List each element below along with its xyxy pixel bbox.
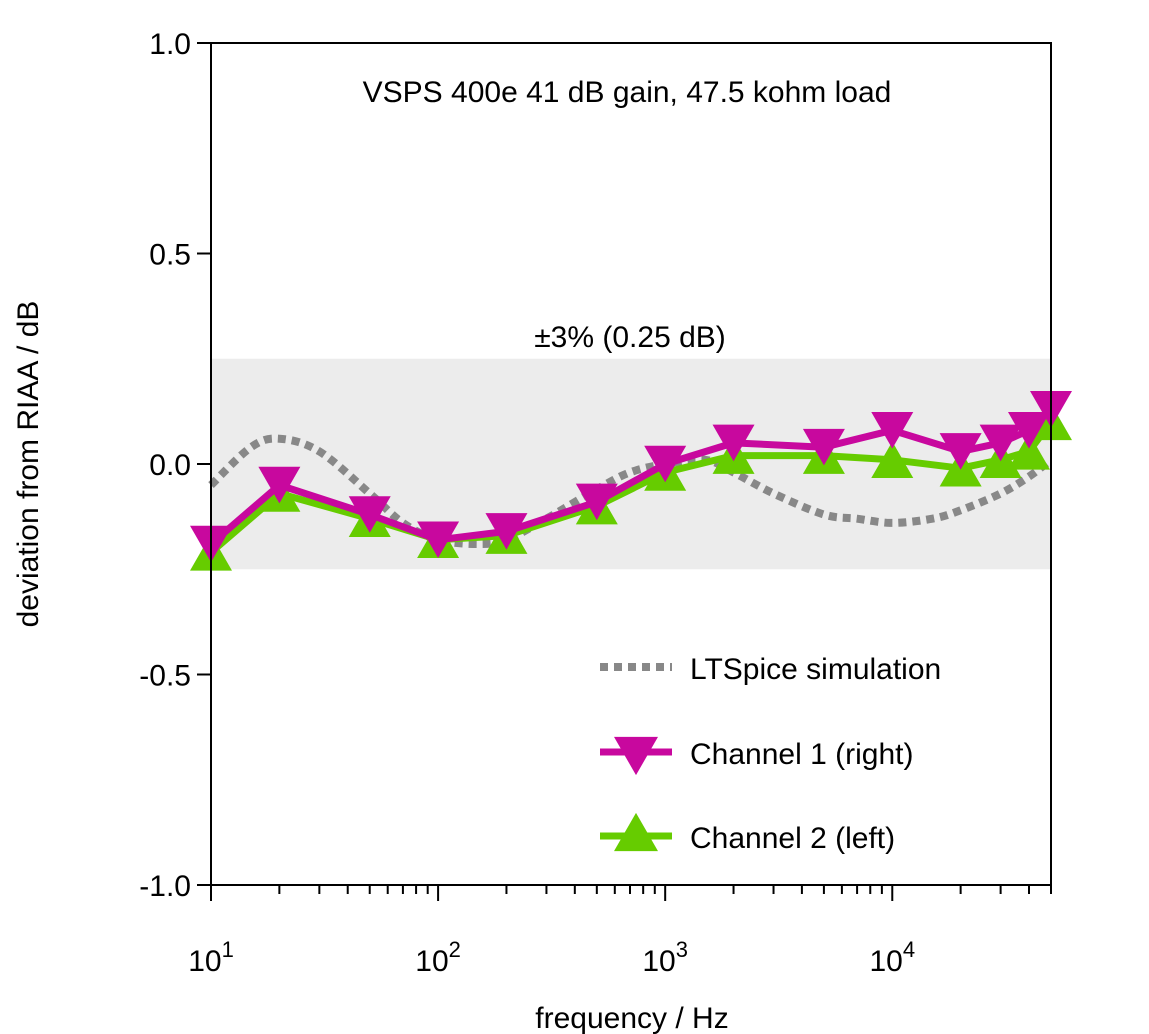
legend-swatch-channel-2-marker: [614, 812, 658, 852]
x-tick-label: 101: [188, 937, 234, 978]
legend-swatch-channel-1-marker: [614, 736, 658, 776]
y-tick-label: 1.0: [149, 28, 191, 61]
data-point-channel-1-right: [871, 412, 914, 449]
legend-label-ltspice: LTSpice simulation: [690, 653, 941, 686]
legend-label-channel-2: Channel 2 (left): [690, 822, 895, 855]
data-point-channel-1-right: [1007, 412, 1050, 449]
chart-title: VSPS 400e 41 dB gain, 47.5 kohm load: [363, 76, 892, 109]
legend-item-ltspice: LTSpice simulation: [600, 653, 941, 686]
x-tick-label: 102: [415, 937, 461, 978]
band-label: ±3% (0.25 dB): [534, 321, 726, 354]
data-point-channel-1-right: [644, 445, 687, 483]
data-point-channel-1-right: [979, 424, 1022, 462]
legend: LTSpice simulation Channel 1 (right) Cha…: [600, 653, 941, 855]
y-tick-label: -0.5: [139, 660, 191, 693]
series-layer: [190, 391, 1072, 571]
data-point-channel-1-right: [417, 521, 460, 559]
legend-item-channel-1: Channel 1 (right): [600, 736, 913, 776]
data-point-channel-1-right: [939, 433, 982, 470]
y-tick-label: -1.0: [139, 870, 191, 903]
data-point-channel-1-right: [575, 483, 618, 521]
data-point-channel-2-left: [1007, 433, 1050, 470]
legend-label-channel-1: Channel 1 (right): [690, 738, 913, 771]
y-axis-title: deviation from RIAA / dB: [12, 301, 45, 628]
x-tick-label: 103: [642, 937, 688, 978]
data-point-channel-2-left: [871, 441, 914, 479]
data-point-channel-1-right: [802, 428, 845, 466]
y-tick-label: 0.5: [149, 239, 191, 272]
legend-item-channel-2: Channel 2 (left): [600, 812, 895, 855]
x-axis-title: frequency / Hz: [535, 1002, 728, 1034]
data-point-channel-1-right: [712, 424, 755, 462]
series-line-ltspice-simulation: [208, 434, 1054, 549]
x-tick-label: 104: [869, 937, 915, 978]
data-point-channel-1-right: [348, 496, 391, 533]
y-tick-label: 0.0: [149, 449, 191, 482]
data-point-channel-1-right: [485, 513, 528, 550]
data-point-channel-1-right: [258, 466, 301, 504]
